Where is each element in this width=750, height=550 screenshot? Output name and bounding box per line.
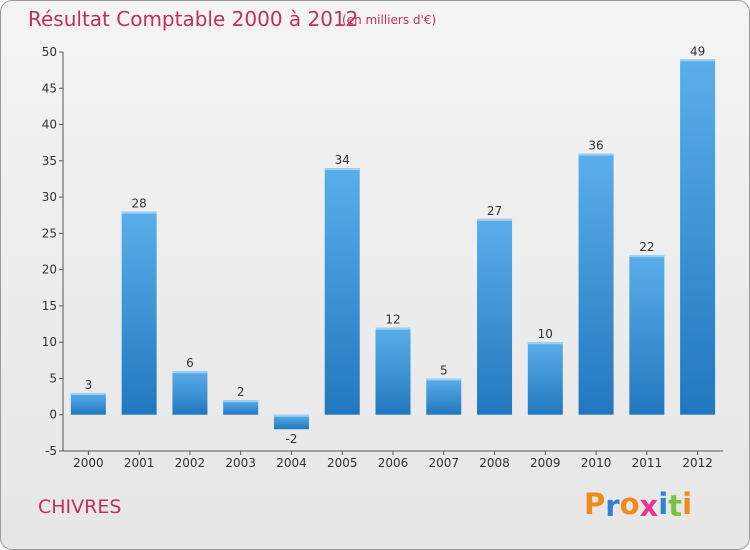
y-tick-label: 15 — [42, 299, 57, 313]
y-tick-label: 25 — [42, 226, 57, 240]
y-tick-label: 35 — [42, 154, 57, 168]
data-label: 3 — [85, 378, 93, 392]
data-label: -2 — [285, 432, 297, 446]
data-labels: 3 28 6 2 -2 34 12 5 27 10 36 22 49 — [85, 44, 706, 446]
logo-letter: i — [658, 487, 669, 521]
proxiti-logo[interactable]: Proxiti — [584, 487, 693, 523]
bar-2011 — [629, 255, 665, 415]
x-tick-label: 2011 — [632, 456, 663, 470]
data-label: 2 — [237, 385, 245, 399]
bars — [70, 59, 716, 430]
logo-letter: x — [639, 489, 659, 523]
y-tick-label: 50 — [42, 45, 57, 59]
x-tick-label: 2009 — [530, 456, 561, 470]
bar-top-edge — [629, 255, 665, 258]
bar-2001 — [121, 211, 157, 415]
y-tick-label: -5 — [45, 444, 57, 458]
bar-top-edge — [273, 414, 309, 417]
bar-2003 — [223, 400, 259, 415]
chart-subtitle: (en milliers d'€) — [342, 13, 437, 27]
x-tick-label: 2001 — [124, 456, 155, 470]
x-tick-label: 2007 — [428, 456, 459, 470]
data-label: 6 — [186, 356, 194, 370]
x-tick-label: 2004 — [276, 456, 307, 470]
logo-letter: P — [584, 487, 606, 521]
bar-2012 — [680, 59, 716, 415]
y-tick-label: 5 — [49, 371, 57, 385]
y-tick-label: 45 — [42, 81, 57, 95]
data-label: 28 — [132, 197, 147, 211]
y-tick-label: 30 — [42, 190, 57, 204]
bar-2008 — [477, 218, 513, 415]
bar-top-edge — [223, 400, 259, 403]
y-tick-label: 0 — [49, 408, 57, 422]
bar-2000 — [70, 392, 106, 415]
data-label: 10 — [538, 327, 553, 341]
y-tick-label: 10 — [42, 335, 57, 349]
data-label: 12 — [385, 313, 400, 327]
x-tick-label: 2003 — [225, 456, 256, 470]
logo-letter: o — [619, 487, 640, 521]
bar-top-edge — [578, 153, 614, 156]
bar-2002 — [172, 371, 208, 415]
bar-top-edge — [172, 371, 208, 374]
x-tick-label: 2005 — [327, 456, 358, 470]
bar-top-edge — [426, 378, 462, 381]
logo-letter: t — [668, 489, 683, 523]
bar-top-edge — [527, 342, 563, 345]
x-tick-label: 2012 — [682, 456, 713, 470]
x-tick-label: 2008 — [479, 456, 510, 470]
bar-top-edge — [375, 327, 411, 330]
data-label: 36 — [588, 139, 603, 153]
data-label: 27 — [487, 204, 502, 218]
data-label: 34 — [335, 153, 350, 167]
bar-top-edge — [477, 218, 513, 221]
y-tick-label: 20 — [42, 263, 57, 277]
data-label: 22 — [639, 240, 654, 254]
x-tick-label: 2002 — [175, 456, 206, 470]
bar-2006 — [375, 327, 411, 415]
chart-title: Résultat Comptable 2000 à 2012 — [28, 7, 359, 31]
data-label: 49 — [690, 44, 705, 58]
x-tick-label: 2006 — [378, 456, 409, 470]
bar-2004 — [273, 414, 309, 430]
data-label: 5 — [440, 363, 448, 377]
bar-2005 — [324, 168, 360, 415]
bar-2009 — [527, 342, 563, 415]
commune-name: CHIVRES — [38, 496, 122, 518]
logo-letter: r — [605, 489, 620, 523]
bar-top-edge — [70, 392, 106, 395]
y-tick-label: 40 — [42, 118, 57, 132]
bar-top-edge — [121, 211, 157, 214]
logo-letter: i — [682, 487, 693, 521]
bar-top-edge — [324, 168, 360, 171]
bar-2010 — [578, 153, 614, 415]
bar-2007 — [426, 378, 462, 415]
bar-top-edge — [680, 59, 716, 62]
x-tick-label: 2000 — [73, 456, 104, 470]
x-tick-label: 2010 — [581, 456, 612, 470]
